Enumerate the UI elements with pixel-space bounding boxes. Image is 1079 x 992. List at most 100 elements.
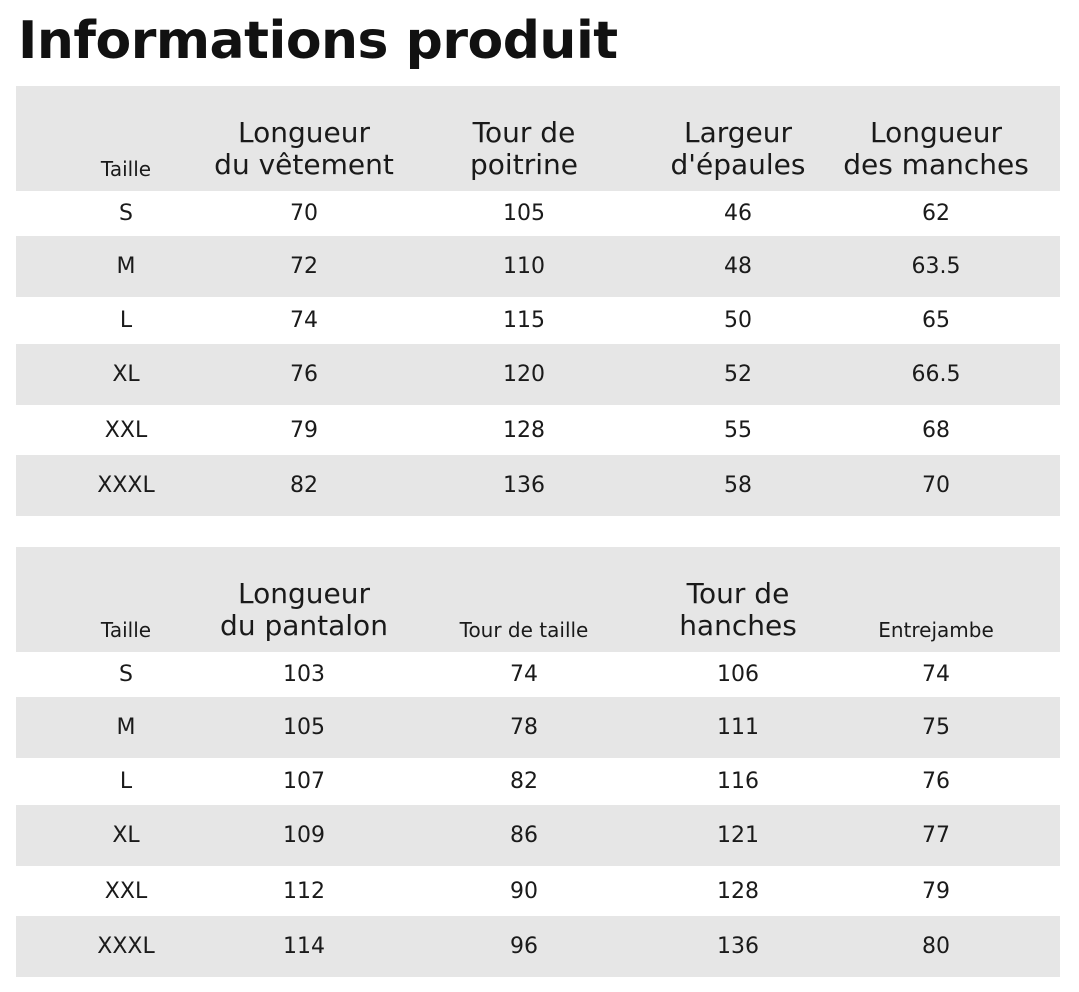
- measurement-cell: 74: [510, 662, 538, 687]
- measurement-cell: 62: [922, 201, 950, 226]
- measurement-cell: 63.5: [911, 254, 961, 279]
- measurement-cell: 74: [922, 662, 950, 687]
- measurement-cell: 116: [717, 769, 759, 794]
- column-header-line: Entrejambe: [878, 618, 994, 642]
- measurement-cell: 103: [283, 662, 325, 687]
- table-row: S 103 74 106 74: [16, 652, 1060, 697]
- measurement-cell: 78: [510, 715, 538, 740]
- measurement-cell: 82: [290, 473, 318, 498]
- column-header: Taille: [56, 547, 196, 652]
- measurement-cell: 90: [510, 878, 538, 904]
- table-row: M 105 78 111 75: [16, 697, 1060, 758]
- column-header-line: hanches: [679, 609, 797, 642]
- measurement-cell: 52: [724, 362, 752, 387]
- size-label-cell: S: [119, 662, 133, 687]
- measurement-cell: 50: [724, 308, 752, 333]
- table-row: L 74 115 50 65: [16, 297, 1060, 344]
- size-label-cell: L: [119, 769, 133, 794]
- size-label-cell: M: [116, 254, 136, 279]
- column-header: Longueur des manches: [836, 86, 1036, 191]
- measurement-cell: 120: [503, 362, 545, 387]
- column-header-line: des manches: [843, 148, 1029, 181]
- size-label-cell: XXL: [104, 878, 148, 904]
- column-header: Tour de poitrine: [434, 86, 614, 191]
- measurement-cell: 105: [283, 715, 325, 740]
- size-label-cell: S: [119, 201, 133, 226]
- column-header-line: Taille: [100, 618, 152, 642]
- column-header-line: Tour de taille: [459, 618, 589, 642]
- column-header: Tour de taille: [434, 547, 614, 652]
- column-header-line: du vêtement: [214, 148, 394, 181]
- measurement-cell: 105: [503, 201, 545, 226]
- measurement-cell: 48: [724, 254, 752, 279]
- column-header: Longueur du pantalon: [204, 547, 404, 652]
- table-row: L 107 82 116 76: [16, 758, 1060, 805]
- measurement-cell: 106: [717, 662, 759, 687]
- measurement-cell: 136: [717, 934, 759, 959]
- measurement-cell: 114: [283, 934, 325, 959]
- measurement-cell: 107: [283, 769, 325, 794]
- column-header-line: Tour de: [686, 577, 790, 610]
- table-row: XXXL 82 136 58 70: [16, 455, 1060, 516]
- size-label-cell: XXXL: [97, 934, 155, 959]
- column-header-line: d'épaules: [670, 148, 806, 181]
- column-header: Entrejambe: [836, 547, 1036, 652]
- measurement-cell: 96: [510, 934, 538, 959]
- column-header-line: Largeur: [683, 116, 793, 149]
- size-label-cell: XXL: [104, 417, 148, 443]
- column-header-line: Longueur: [870, 116, 1002, 149]
- column-header: Largeur d'épaules: [638, 86, 838, 191]
- size-label-cell: M: [116, 715, 136, 740]
- table-row: XXL 79 128 55 68: [16, 405, 1060, 455]
- table-row: XL 109 86 121 77: [16, 805, 1060, 866]
- measurement-cell: 46: [724, 201, 752, 226]
- measurement-cell: 128: [717, 878, 759, 904]
- table-row: XXXL 114 96 136 80: [16, 916, 1060, 977]
- measurement-cell: 75: [922, 715, 950, 740]
- measurement-cell: 76: [290, 362, 318, 387]
- measurement-cell: 76: [922, 769, 950, 794]
- column-header: Longueur du vêtement: [204, 86, 404, 191]
- measurement-cell: 68: [922, 417, 950, 443]
- table-row: S 70 105 46 62: [16, 191, 1060, 236]
- table-row: M 72 110 48 63.5: [16, 236, 1060, 297]
- measurement-cell: 70: [290, 201, 318, 226]
- size-label-cell: XXXL: [97, 473, 155, 498]
- measurement-cell: 66.5: [911, 362, 961, 387]
- measurement-cell: 72: [290, 254, 318, 279]
- column-header: Taille: [56, 86, 196, 191]
- measurement-cell: 65: [922, 308, 950, 333]
- table-row: XXL 112 90 128 79: [16, 866, 1060, 916]
- measurement-cell: 58: [724, 473, 752, 498]
- page-title: Informations produit: [18, 11, 618, 71]
- size-label-cell: XL: [112, 823, 140, 848]
- table-header-row: Taille Longueur du pantalon Tour de taille T…: [16, 547, 1060, 652]
- measurement-cell: 82: [510, 769, 538, 794]
- measurement-cell: 70: [922, 473, 950, 498]
- measurement-cell: 80: [922, 934, 950, 959]
- table-header-row: Taille Longueur du vêtement Tour de poitrine…: [16, 86, 1060, 191]
- column-header: Tour de hanches: [638, 547, 838, 652]
- column-header-line: Longueur: [237, 577, 370, 610]
- size-label-cell: L: [119, 308, 133, 333]
- table-row: XL 76 120 52 66.5: [16, 344, 1060, 405]
- measurement-cell: 136: [503, 473, 545, 498]
- measurement-cell: 121: [717, 823, 759, 848]
- measurement-cell: 74: [290, 308, 318, 333]
- measurement-cell: 77: [922, 823, 950, 848]
- size-label-cell: XL: [112, 362, 140, 387]
- measurement-cell: 86: [510, 823, 538, 848]
- measurement-cell: 110: [503, 254, 545, 279]
- column-header-line: du pantalon: [220, 609, 388, 642]
- measurement-cell: 128: [503, 417, 545, 443]
- measurement-cell: 55: [724, 417, 752, 443]
- measurement-cell: 111: [717, 715, 759, 740]
- column-header-line: Tour de: [472, 116, 576, 149]
- measurement-cell: 109: [283, 823, 325, 848]
- column-header-line: Taille: [100, 157, 152, 181]
- measurement-cell: 79: [922, 878, 950, 904]
- column-header-line: poitrine: [470, 148, 578, 181]
- measurement-cell: 112: [283, 878, 325, 904]
- measurement-cell: 79: [290, 417, 318, 443]
- measurement-cell: 115: [503, 308, 545, 333]
